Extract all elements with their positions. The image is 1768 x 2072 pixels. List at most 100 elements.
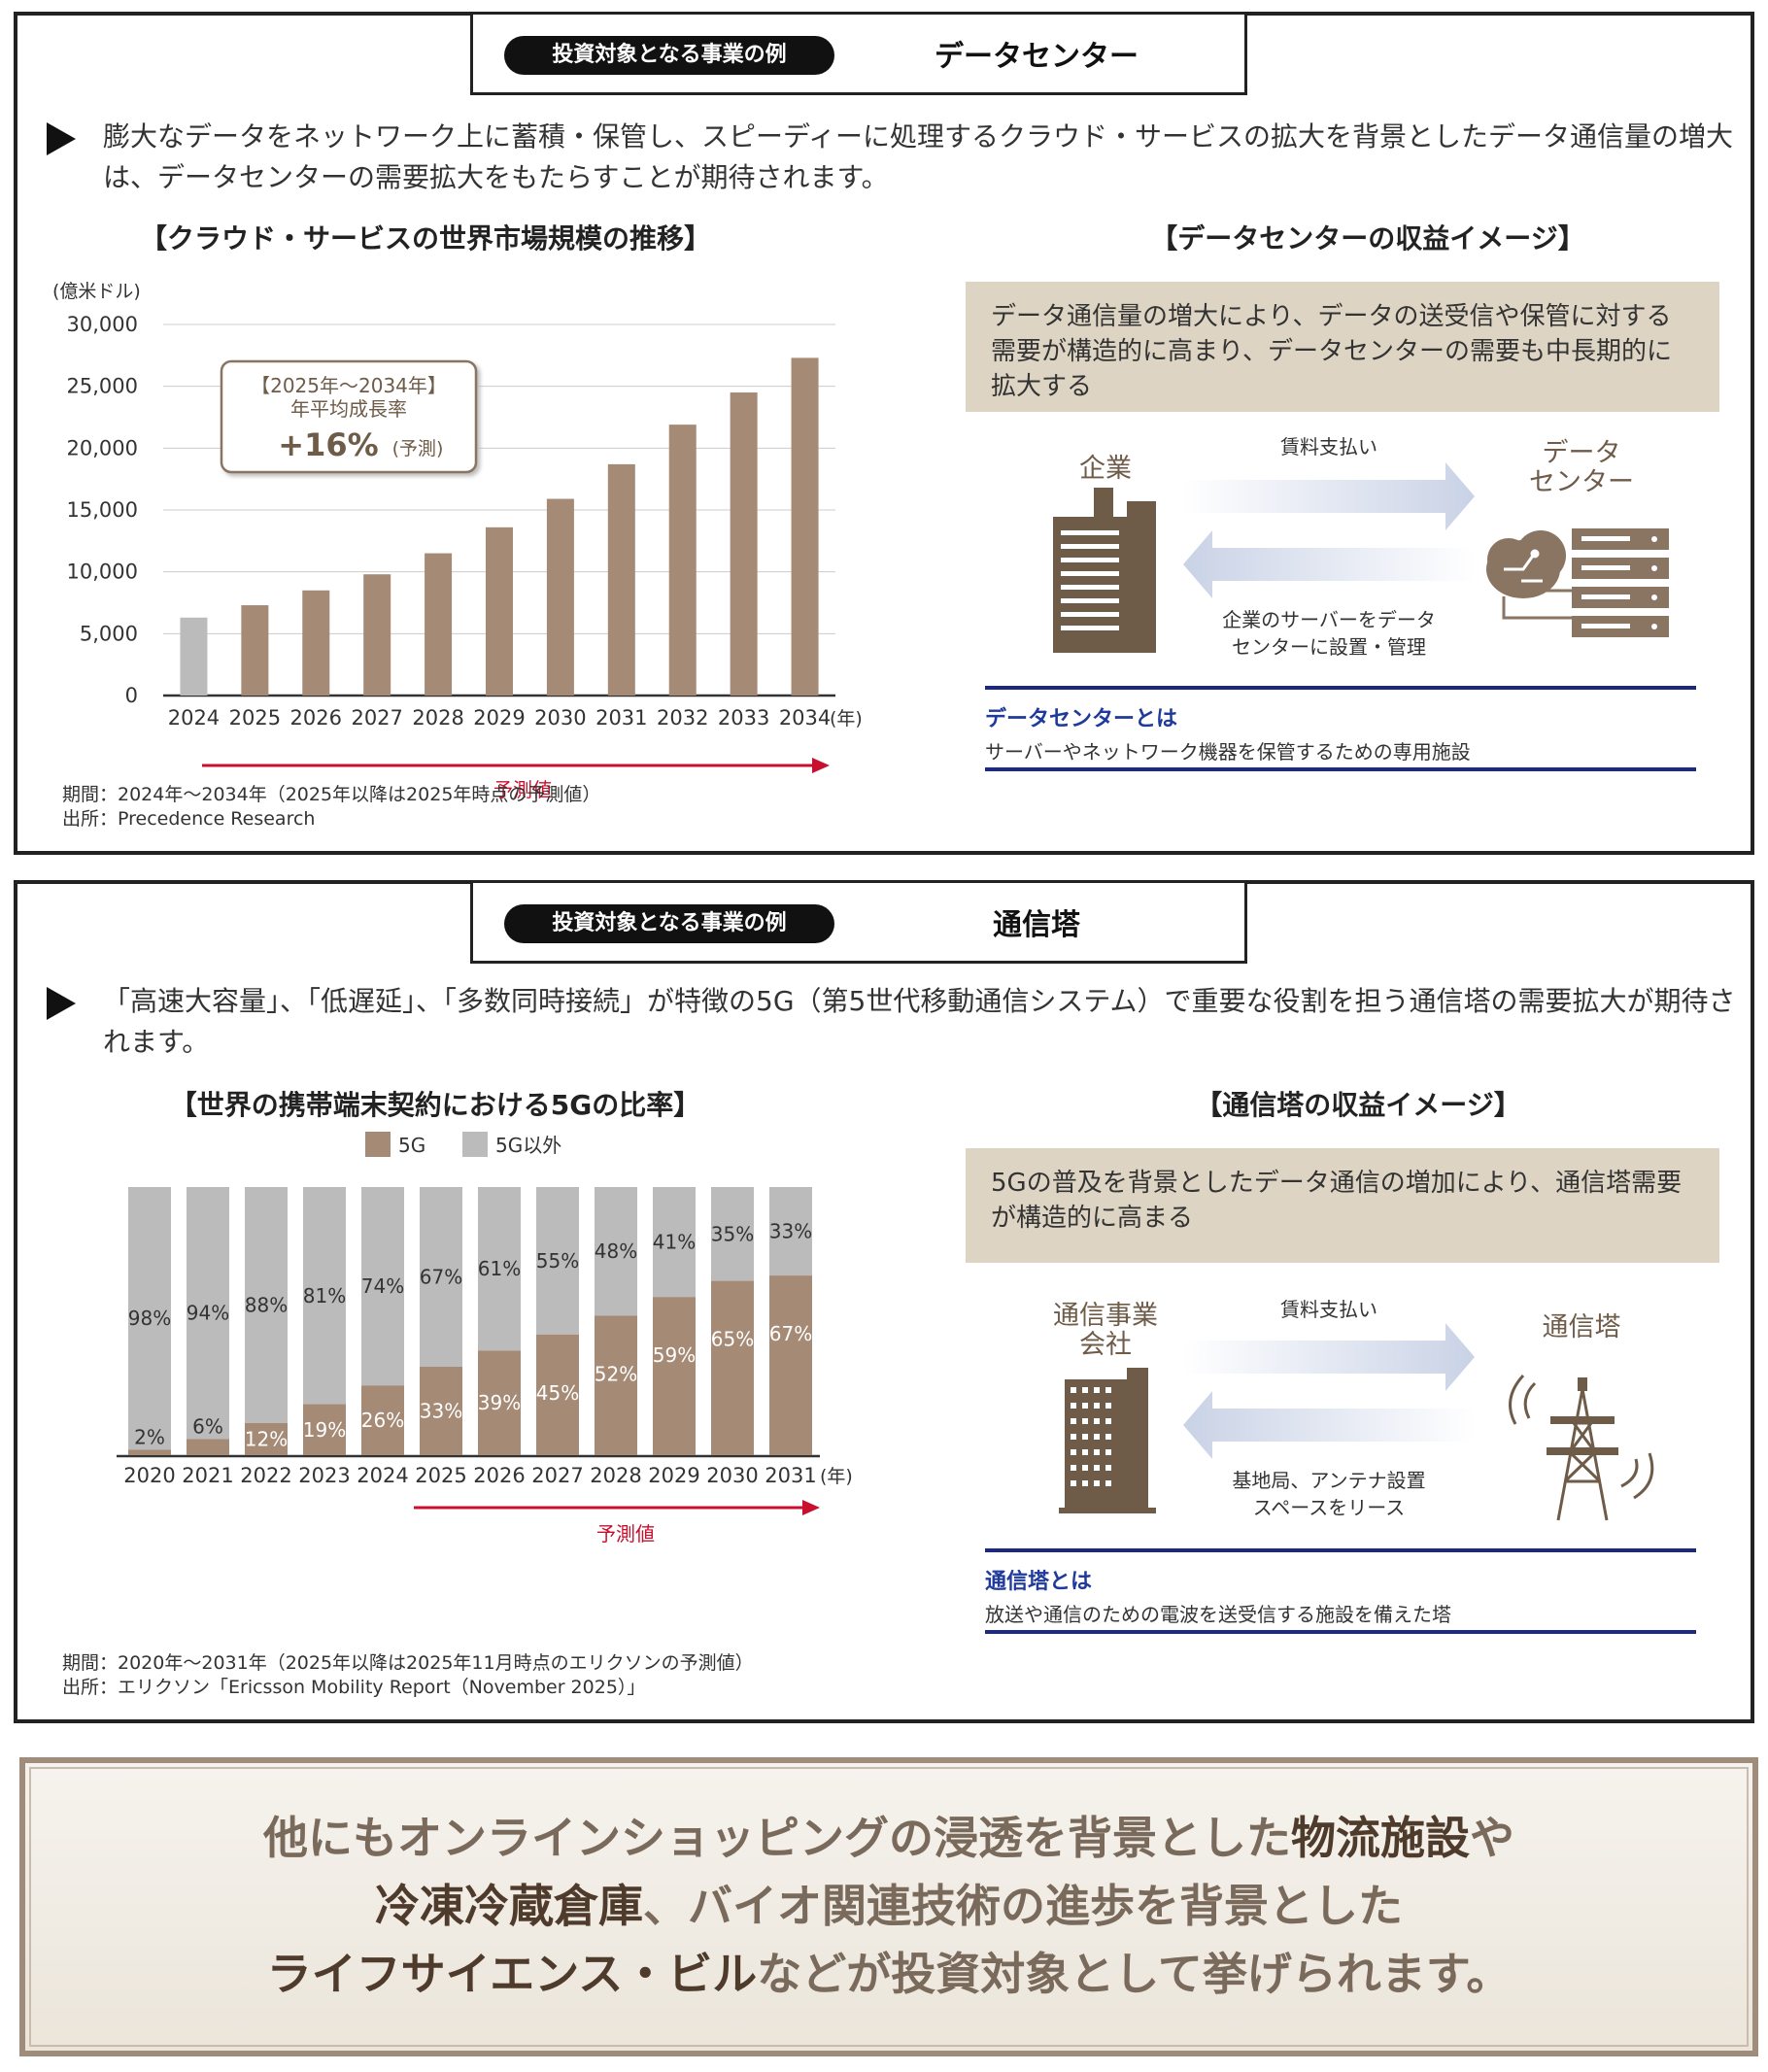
data-label-5g: 19% bbox=[303, 1418, 346, 1442]
y-tick-label: 15,000 bbox=[67, 498, 138, 522]
bar-2031 bbox=[607, 463, 635, 696]
source-note: 期間：2024年〜2034年（2025年以降は2025年時点の予測値） 出所：P… bbox=[62, 784, 601, 830]
party-carrier: 通信事業 会社 bbox=[1053, 1301, 1158, 1360]
panel-tab: 投資対象となる事業の例 通信塔 bbox=[470, 880, 1247, 964]
y-unit-label: (億米ドル) bbox=[52, 281, 141, 302]
bar-5g-2027 bbox=[536, 1334, 579, 1455]
right-arrow-icon bbox=[1183, 1323, 1475, 1391]
bar-2032 bbox=[668, 425, 697, 696]
data-label-non5g: 33% bbox=[769, 1220, 812, 1243]
chart-title: 【世界の携帯端末契約における5Gの比率】 bbox=[169, 1089, 701, 1121]
data-label-5g: 26% bbox=[361, 1409, 404, 1432]
data-label-5g: 33% bbox=[420, 1399, 462, 1422]
cloud-market-chart: (億米ドル) 0 5,000 10,000 15,000 20,000 25,000 30,… bbox=[52, 281, 863, 801]
x-tick-label: 2034 bbox=[779, 706, 831, 730]
lead-paragraph: 膨大なデータをネットワーク上に蓄積・保管し、スピーディーに処理するクラウド・サー… bbox=[47, 117, 1737, 198]
bar-2029 bbox=[486, 526, 513, 696]
bar-2025 bbox=[241, 605, 269, 696]
bar-non5g-2023 bbox=[303, 1187, 346, 1405]
business-name: 通信塔 bbox=[993, 908, 1080, 942]
investment-example-pill: 投資対象となる事業の例 bbox=[504, 36, 834, 75]
business-name: データセンター bbox=[935, 40, 1139, 74]
data-label-non5g: 81% bbox=[303, 1284, 346, 1308]
y-tick-label: 10,000 bbox=[67, 560, 138, 584]
arrow-service-label: 基地局、アンテナ設置 スペースをリース bbox=[1232, 1469, 1426, 1519]
data-label-5g: 12% bbox=[245, 1427, 288, 1450]
x-tick-label: 2027 bbox=[351, 706, 402, 730]
bar-5g-2021 bbox=[187, 1439, 229, 1455]
data-label-non5g: 74% bbox=[361, 1274, 404, 1298]
data-label-5g: 45% bbox=[536, 1381, 579, 1405]
bar-2027 bbox=[363, 574, 391, 696]
carrier-building-icon bbox=[1059, 1368, 1156, 1513]
bar-2028 bbox=[425, 553, 453, 696]
datacenter-definition: データセンターとは サーバーやネットワーク機器を保管するための専用施設 bbox=[985, 686, 1696, 771]
bar-2026 bbox=[302, 590, 330, 696]
forecast-arrow-head bbox=[802, 1500, 820, 1515]
bar-non5g-2021 bbox=[187, 1187, 229, 1440]
cagr-period: 【2025年〜2034年】 bbox=[251, 374, 447, 397]
triangle-bullet-icon bbox=[47, 122, 76, 155]
data-label-non5g: 98% bbox=[128, 1307, 171, 1330]
server-cloud-icon bbox=[1486, 528, 1669, 637]
tower-panel: 投資対象となる事業の例 通信塔 「高速大容量」、「低遅延」、「多数同時接続」が特… bbox=[14, 880, 1754, 1723]
lead-paragraph: 「高速大容量」、「低遅延」、「多数同時接続」が特徴の5G（第5世代移動通信システ… bbox=[47, 981, 1737, 1063]
5g-share-chart: 5G 5G以外 98% 2% 94% 6% 88% 12% 81% 19% 74% 26% 67% 3… bbox=[117, 1132, 853, 1546]
bar-5g-2020 bbox=[128, 1449, 171, 1455]
bar-non5g-2024 bbox=[361, 1187, 404, 1386]
chart-title: 【クラウド・サービスの世界市場規模の推移】 bbox=[139, 222, 711, 255]
data-label-5g: 2% bbox=[134, 1425, 165, 1448]
data-label-non5g: 55% bbox=[536, 1249, 579, 1273]
bar-5g-2026 bbox=[478, 1350, 521, 1455]
bar-2024 bbox=[180, 617, 208, 696]
legend-non5g-label: 5G以外 bbox=[495, 1134, 561, 1157]
bar-non5g-2025 bbox=[420, 1187, 462, 1367]
x-tick-label: 2025 bbox=[229, 706, 281, 730]
x-tick-label: 2022 bbox=[240, 1464, 291, 1487]
x-tick-label: 2027 bbox=[531, 1464, 583, 1487]
bar-2033 bbox=[730, 392, 758, 696]
forecast-label: 予測値 bbox=[493, 778, 552, 801]
bar-non5g-2031 bbox=[769, 1187, 812, 1276]
legend-5g-label: 5G bbox=[398, 1134, 425, 1157]
bar-5g-2025 bbox=[420, 1366, 462, 1455]
bar-5g-2029 bbox=[653, 1297, 696, 1455]
bar-5g-2024 bbox=[361, 1385, 404, 1455]
x-tick-label: 2030 bbox=[534, 706, 586, 730]
data-label-non5g: 67% bbox=[420, 1265, 462, 1288]
data-label-5g: 67% bbox=[769, 1322, 812, 1345]
x-tick-label: 2021 bbox=[182, 1464, 233, 1487]
left-arrow-icon bbox=[1183, 530, 1475, 598]
x-tick-label: 2023 bbox=[298, 1464, 350, 1487]
x-tick-label: 2026 bbox=[473, 1464, 525, 1487]
cagr-value: +16% bbox=[278, 426, 378, 463]
cell-tower-icon bbox=[1509, 1374, 1654, 1521]
data-label-5g: 52% bbox=[595, 1362, 637, 1385]
summary-text: 他にもオンラインショッピングの浸透を背景とした物流施設や 冷凍冷蔵倉庫、バイオ関… bbox=[263, 1812, 1514, 2000]
bar-non5g-2026 bbox=[478, 1187, 521, 1351]
x-tick-label: 2028 bbox=[590, 1464, 641, 1487]
x-tick-label: 2029 bbox=[648, 1464, 699, 1487]
cagr-callout bbox=[220, 359, 478, 474]
bar-non5g-2028 bbox=[595, 1187, 637, 1316]
source-note: 期間：2020年〜2031年（2025年以降は2025年11月時点のエリクソンの… bbox=[62, 1652, 754, 1698]
legend-5g-swatch bbox=[365, 1132, 391, 1157]
arrow-service-label: 企業のサーバーをデータ センターに設置・管理 bbox=[1222, 608, 1436, 659]
data-label-5g: 39% bbox=[478, 1391, 521, 1414]
bar-non5g-2030 bbox=[711, 1187, 754, 1281]
y-tick-label: 0 bbox=[125, 684, 138, 707]
image-title: 【通信塔の収益イメージ】 bbox=[1195, 1089, 1521, 1121]
year-suffix: (年) bbox=[820, 1466, 853, 1487]
data-label-non5g: 61% bbox=[478, 1257, 521, 1280]
flow-arrows bbox=[1183, 462, 1475, 598]
x-tick-label: 2032 bbox=[657, 706, 708, 730]
x-tick-label: 2029 bbox=[473, 706, 525, 730]
data-label-non5g: 94% bbox=[187, 1302, 229, 1325]
x-tick-label: 2025 bbox=[415, 1464, 466, 1487]
x-tick-label: 2024 bbox=[357, 1464, 408, 1487]
bar-non5g-2022 bbox=[245, 1187, 288, 1423]
party-company: 企業 bbox=[1079, 454, 1132, 484]
legend-non5g-swatch bbox=[462, 1132, 488, 1157]
forecast-label: 予測値 bbox=[596, 1522, 655, 1546]
tower-definition: 通信塔とは 放送や通信のための電波を送受信する施設を備えた塔 bbox=[985, 1548, 1696, 1634]
